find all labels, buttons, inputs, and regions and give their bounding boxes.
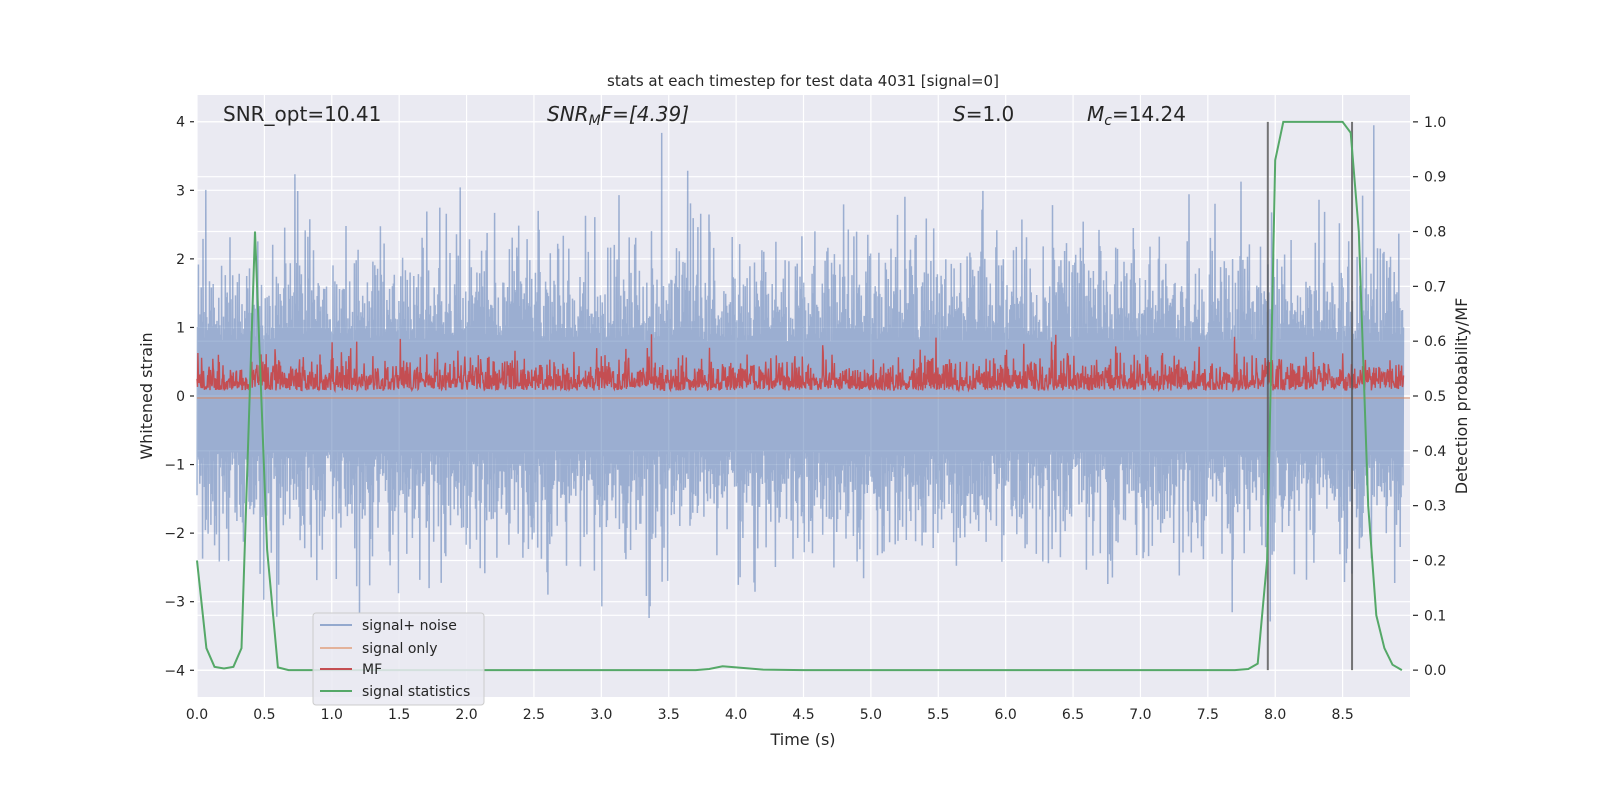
x-tick-label: 4.5 xyxy=(792,707,814,723)
y-tick-label: −1 xyxy=(164,458,185,474)
snr-mf-prefix: SNR xyxy=(547,102,589,126)
x-tick-label: 5.0 xyxy=(860,707,882,723)
mc-value: =14.24 xyxy=(1112,102,1186,126)
annotation-snr-opt: SNR_opt=10.41 xyxy=(223,102,381,126)
x-axis-label: Time (s) xyxy=(769,730,835,749)
x-tick-label: 3.0 xyxy=(590,707,612,723)
legend-label-mf: MF xyxy=(362,662,382,678)
annotation-s: S=1.0 xyxy=(953,102,1014,126)
series-mf xyxy=(196,334,1405,394)
legend-label-signal-statistics: signal statistics xyxy=(362,684,470,700)
x-tick-label: 8.5 xyxy=(1331,707,1353,723)
y-right-tick-label: 0.5 xyxy=(1424,389,1446,405)
annotation-snr-mf: SNRMF=[4.39] xyxy=(547,102,689,129)
x-tick-label: 2.5 xyxy=(523,707,545,723)
y-right-tick-label: 0.7 xyxy=(1424,279,1446,295)
mf-line xyxy=(196,334,1405,394)
y-right-tick-label: 1.0 xyxy=(1424,115,1446,131)
legend-box xyxy=(312,612,485,706)
series-signal-statistics xyxy=(196,120,1403,672)
y-right-tick-label: 0.6 xyxy=(1424,334,1446,350)
mc-symbol: M xyxy=(1087,102,1104,126)
x-tick-label: 6.0 xyxy=(995,707,1017,723)
y-tick-label: −2 xyxy=(164,526,185,542)
x-tick-label: 3.5 xyxy=(658,707,680,723)
y-right-tick-label: 0.2 xyxy=(1424,553,1446,569)
s-value: =1.0 xyxy=(966,102,1015,126)
annotation-mc: Mc=14.24 xyxy=(1087,102,1186,129)
x-tick-label: 8.0 xyxy=(1264,707,1286,723)
y-axis-right-label: Detection probability/MF xyxy=(1452,298,1471,495)
x-tick-label: 7.0 xyxy=(1129,707,1151,723)
mc-sub: c xyxy=(1104,113,1112,129)
x-tick-label: 1.5 xyxy=(388,707,410,723)
legend: signal+ noise signal only MF signal stat… xyxy=(312,612,485,706)
x-tick-label: 0.5 xyxy=(253,707,275,723)
signal-statistics-line xyxy=(196,120,1403,672)
x-tick-label: 4.0 xyxy=(725,707,747,723)
y-tick-label: 4 xyxy=(176,115,185,131)
x-tick-label: 2.0 xyxy=(455,707,477,723)
y-right-tick-label: 0.3 xyxy=(1424,499,1446,515)
x-tick-label: 1.0 xyxy=(321,707,343,723)
y-right-tick-label: 0.9 xyxy=(1424,170,1446,186)
chart-title: stats at each timestep for test data 403… xyxy=(607,72,999,90)
y-tick-label: 3 xyxy=(176,183,185,199)
y-tick-label: 2 xyxy=(176,252,185,268)
ticks: 0.0 0.5 1.0 1.5 2.0 2.5 3.0 3.5 4.0 4.5 5.0 5.5 6.0 6… xyxy=(164,115,1446,723)
y-right-tick-label: 0.4 xyxy=(1424,444,1446,460)
y-tick-label: 1 xyxy=(176,320,185,336)
x-tick-label: 7.5 xyxy=(1197,707,1219,723)
snr-mf-sub: M xyxy=(589,113,601,129)
y-tick-label: 0 xyxy=(176,389,185,405)
legend-label-noise: signal+ noise xyxy=(362,618,457,634)
y-right-tick-label: 0.8 xyxy=(1424,225,1446,241)
x-tick-label: 0.0 xyxy=(186,707,208,723)
vlines xyxy=(1266,121,1354,671)
legend-label-signal-only: signal only xyxy=(362,641,437,657)
y-tick-label: −4 xyxy=(164,663,185,679)
y-right-tick-label: 0.1 xyxy=(1424,608,1446,624)
x-tick-label: 5.5 xyxy=(927,707,949,723)
y-axis-label: Whitened strain xyxy=(137,332,156,459)
s-symbol: S xyxy=(953,102,966,126)
y-tick-label: −3 xyxy=(164,595,185,611)
y-right-tick-label: 0.0 xyxy=(1424,663,1446,679)
snr-mf-rest: F=[4.39] xyxy=(601,102,689,126)
x-tick-label: 6.5 xyxy=(1062,707,1084,723)
